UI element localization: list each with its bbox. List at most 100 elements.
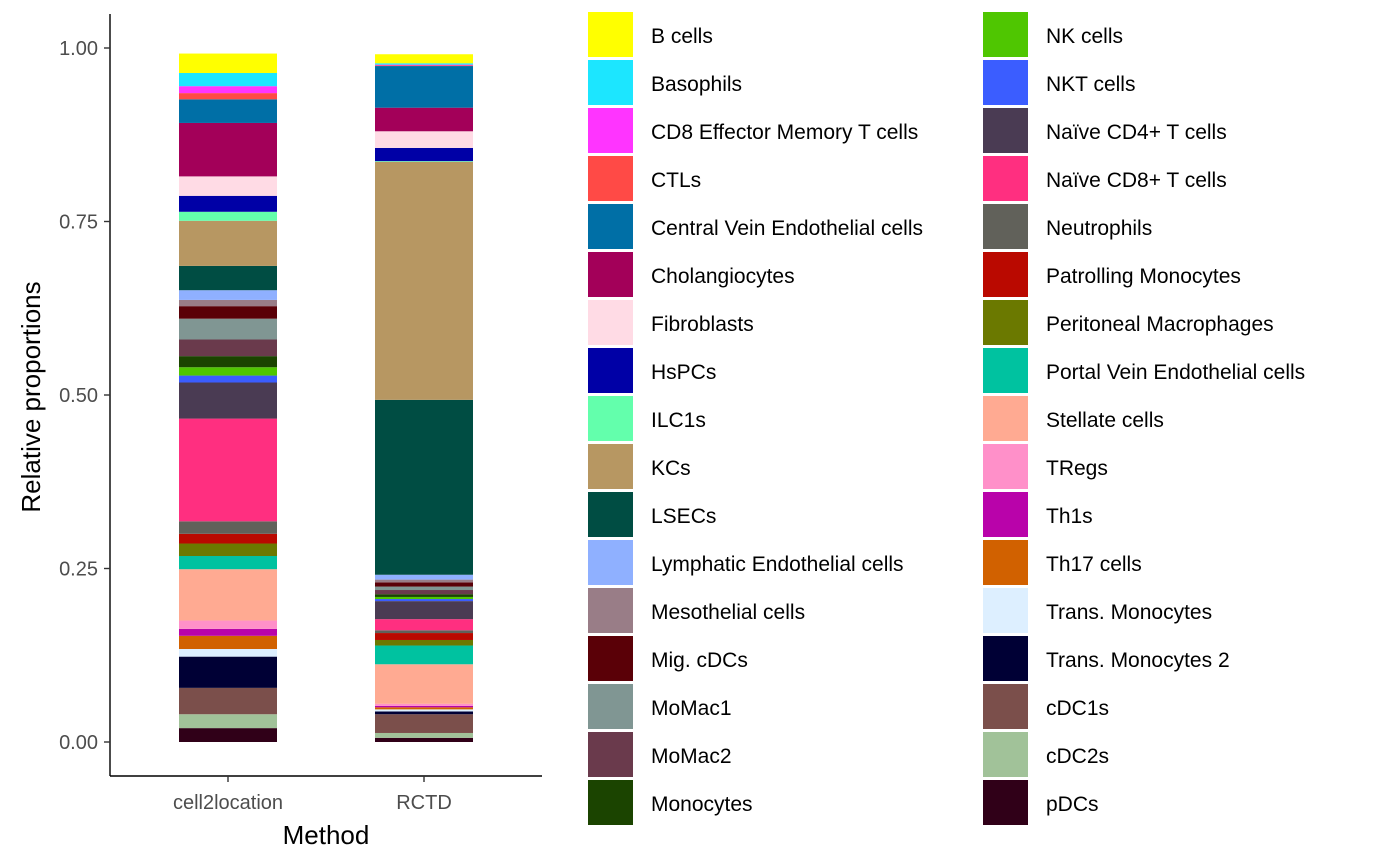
- legend-label: Central Vein Endothelial cells: [651, 217, 923, 240]
- legend-swatch: [588, 780, 633, 825]
- bar-segment-stellate-cells: [375, 664, 473, 704]
- bar-segment-momac1: [375, 586, 473, 591]
- bar-segment-mesothelial-cells: [375, 579, 473, 583]
- legend-item-central-vein-endothelial-cells: Central Vein Endothelial cells: [588, 204, 923, 249]
- legend-label: Fibroblasts: [651, 313, 754, 336]
- bar-segment-ilc1s: [375, 161, 473, 162]
- legend-swatch: [983, 444, 1028, 489]
- bar-segment-na-ve-cd8-t-cells: [179, 418, 277, 522]
- bar-segment-portal-vein-endothelial-cells: [375, 645, 473, 665]
- bar-segment-b-cells: [375, 54, 473, 64]
- legend-item-th1s: Th1s: [983, 492, 1093, 537]
- legend-label: Th17 cells: [1046, 553, 1142, 576]
- legend-label: Portal Vein Endothelial cells: [1046, 361, 1305, 384]
- bar-segment-neutrophils: [179, 521, 277, 534]
- bar-segment-mig-cdcs: [375, 582, 473, 587]
- legend-swatch: [983, 396, 1028, 441]
- bar-segment-lsecs: [375, 399, 473, 575]
- legend-label: CD8 Effector Memory T cells: [651, 121, 918, 144]
- legend-label: cDC1s: [1046, 697, 1109, 720]
- legend-label: Basophils: [651, 73, 742, 96]
- bar-segment-cd8-effector-memory-t-cells: [179, 86, 277, 94]
- legend-label: B cells: [651, 25, 713, 48]
- bar-segment-kcs: [375, 161, 473, 400]
- legend-label: Mesothelial cells: [651, 601, 805, 624]
- bar-segment-kcs: [179, 220, 277, 266]
- legend-swatch: [588, 108, 633, 153]
- x-tick-label: RCTD: [396, 792, 452, 814]
- legend-swatch: [983, 156, 1028, 201]
- legend-swatch: [588, 348, 633, 393]
- legend-label: NKT cells: [1046, 73, 1135, 96]
- bar-segment-central-vein-endothelial-cells: [179, 99, 277, 123]
- legend-label: Th1s: [1046, 505, 1093, 528]
- legend-label: Naïve CD8+ T cells: [1046, 169, 1227, 192]
- legend-swatch: [588, 396, 633, 441]
- bar-segment-peritoneal-macrophages: [375, 639, 473, 646]
- legend-swatch: [588, 60, 633, 105]
- legend-label: TRegs: [1046, 457, 1108, 480]
- bar-segment-mig-cdcs: [179, 306, 277, 319]
- x-axis-title: Method: [283, 820, 370, 850]
- legend-swatch: [983, 300, 1028, 345]
- legend-item-mesothelial-cells: Mesothelial cells: [588, 588, 805, 633]
- legend-swatch: [983, 492, 1028, 537]
- legend-item-cd8-effector-memory-t-cells: CD8 Effector Memory T cells: [588, 108, 918, 153]
- legend-item-b-cells: B cells: [588, 12, 713, 57]
- bar-segment-cd8-effector-memory-t-cells: [375, 64, 473, 66]
- bar-stack-rctd: [375, 54, 473, 742]
- bar-segment-stellate-cells: [179, 569, 277, 621]
- legend-item-kcs: KCs: [588, 444, 691, 489]
- bar-segment-lymphatic-endothelial-cells: [179, 290, 277, 300]
- legend-swatch: [983, 252, 1028, 297]
- bar-segment-patrolling-monocytes: [375, 633, 473, 640]
- legend-label: CTLs: [651, 169, 701, 192]
- legend-item-hspcs: HsPCs: [588, 348, 716, 393]
- bar-segment-trans-monocytes-2: [375, 711, 473, 715]
- legend-swatch: [588, 12, 633, 57]
- y-tick-label: 0.50: [59, 385, 98, 407]
- bar-segment-basophils: [179, 72, 277, 87]
- legend-label: Peritoneal Macrophages: [1046, 313, 1274, 336]
- legend-swatch: [588, 684, 633, 729]
- y-tick-label: 0.00: [59, 732, 98, 754]
- legend-item-lsecs: LSECs: [588, 492, 716, 537]
- bar-segment-cholangiocytes: [179, 122, 277, 177]
- y-tick-label: 0.25: [59, 559, 98, 581]
- bar-segment-fibroblasts: [375, 131, 473, 148]
- legend-label: LSECs: [651, 505, 716, 528]
- legend-swatch: [983, 732, 1028, 777]
- legend-swatch: [588, 636, 633, 681]
- bar-segment-patrolling-monocytes: [179, 533, 277, 544]
- legend-swatch: [588, 300, 633, 345]
- bar-segment-fibroblasts: [179, 176, 277, 196]
- legend-label: Monocytes: [651, 793, 753, 816]
- bar-segment-na-ve-cd8-t-cells: [375, 619, 473, 631]
- legend-item-fibroblasts: Fibroblasts: [588, 300, 754, 345]
- bar-segment-trans-monocytes: [179, 649, 277, 657]
- bar-segment-th1s: [375, 705, 473, 708]
- legend-swatch: [983, 636, 1028, 681]
- bar-segment-hspcs: [375, 147, 473, 162]
- legend-label: Lymphatic Endothelial cells: [651, 553, 904, 576]
- bar-segment-cdc2s: [375, 732, 473, 738]
- bar-segment-trans-monocytes: [375, 709, 473, 712]
- bar-segment-th17-cells: [179, 635, 277, 650]
- legend-item-neutrophils: Neutrophils: [983, 204, 1152, 249]
- bar-segment-monocytes: [179, 356, 277, 368]
- y-tick-label: 0.75: [59, 212, 98, 234]
- legend-label: KCs: [651, 457, 691, 480]
- bar-segment-peritoneal-macrophages: [179, 543, 277, 557]
- legend-swatch: [983, 108, 1028, 153]
- legend-label: MoMac1: [651, 697, 732, 720]
- bar-segment-cdc1s: [179, 687, 277, 715]
- legend-swatch: [983, 540, 1028, 585]
- legend-item-th17-cells: Th17 cells: [983, 540, 1142, 585]
- legend-item-momac1: MoMac1: [588, 684, 732, 729]
- bar-segment-momac2: [179, 339, 277, 357]
- legend-swatch: [588, 588, 633, 633]
- legend-swatch: [588, 444, 633, 489]
- legend-swatch: [983, 204, 1028, 249]
- bar-segment-tregs: [375, 703, 473, 706]
